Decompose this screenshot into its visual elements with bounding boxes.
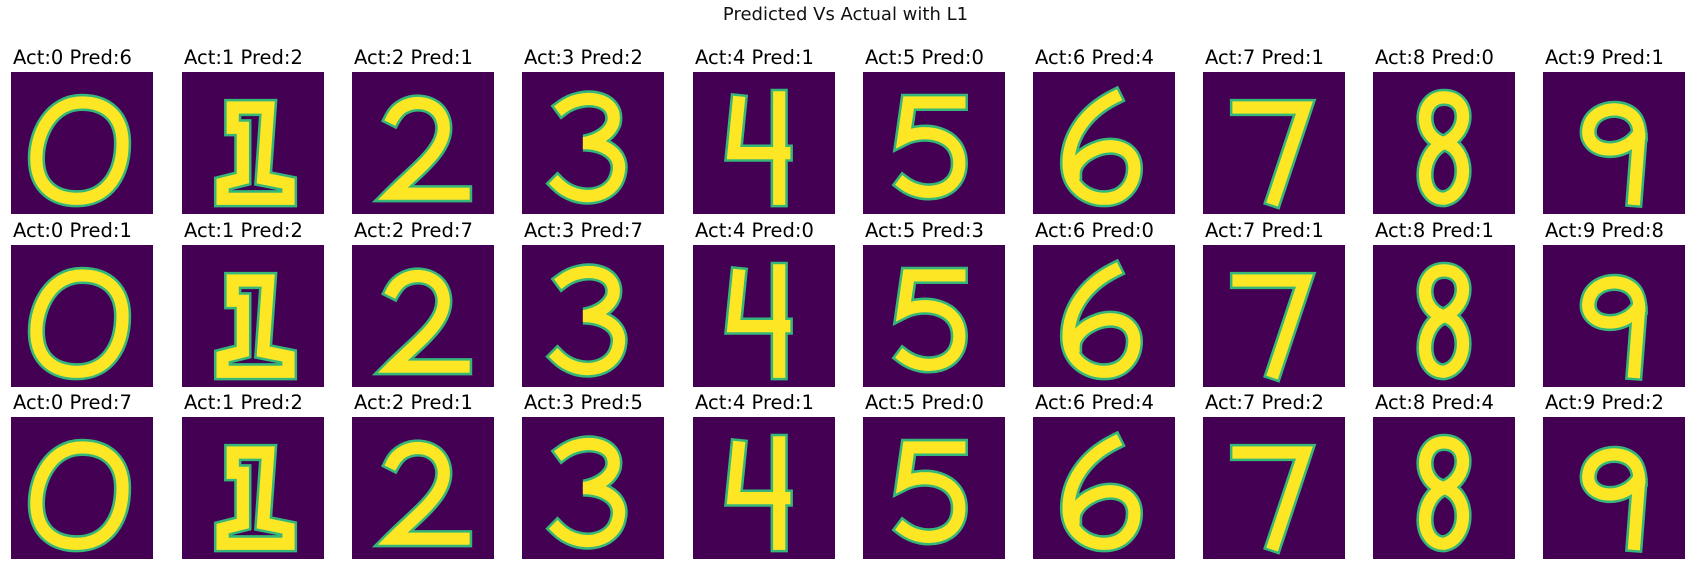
digit-image xyxy=(693,245,835,387)
digit-stroke xyxy=(27,93,132,208)
digit-stroke xyxy=(1579,445,1648,554)
digit-panel: Act:9 Pred:2 xyxy=(1543,391,1685,559)
digit-stroke xyxy=(1229,271,1317,383)
digit-stroke xyxy=(27,266,132,381)
digit-panel: Act:7 Pred:1 xyxy=(1203,219,1345,387)
digit-image xyxy=(693,417,835,559)
digit-panel: Act:1 Pred:2 xyxy=(182,219,324,387)
digit-panel: Act:0 Pred:6 xyxy=(11,46,153,214)
digit-stroke xyxy=(1059,430,1144,553)
digit-stroke xyxy=(27,438,132,553)
panel-title: Act:3 Pred:7 xyxy=(524,219,643,242)
digit-panel: Act:1 Pred:2 xyxy=(182,391,324,559)
digit-panel: Act:6 Pred:4 xyxy=(1033,391,1175,559)
panel-title: Act:3 Pred:5 xyxy=(524,391,643,414)
panel-title: Act:9 Pred:2 xyxy=(1545,391,1664,414)
panel-title: Act:5 Pred:0 xyxy=(865,391,984,414)
panel-title: Act:7 Pred:1 xyxy=(1205,219,1324,242)
panel-title: Act:2 Pred:7 xyxy=(354,219,473,242)
panel-title: Act:0 Pred:1 xyxy=(13,219,132,242)
digit-stroke xyxy=(1416,433,1472,553)
digit-stroke xyxy=(891,438,968,546)
panel-title: Act:6 Pred:0 xyxy=(1035,219,1154,242)
panel-title: Act:5 Pred:3 xyxy=(865,219,984,242)
digit-stroke xyxy=(1229,443,1317,555)
digit-panel: Act:6 Pred:4 xyxy=(1033,46,1175,214)
digit-stroke xyxy=(1579,273,1648,382)
digit-stroke xyxy=(371,94,473,203)
panel-title: Act:4 Pred:1 xyxy=(695,391,814,414)
digit-panel: Act:1 Pred:2 xyxy=(182,46,324,214)
digit-panel: Act:8 Pred:1 xyxy=(1373,219,1515,387)
digit-stroke xyxy=(1416,261,1472,381)
digit-panel: Act:9 Pred:8 xyxy=(1543,219,1685,387)
digit-panel: Act:3 Pred:5 xyxy=(522,391,664,559)
digit-panel: Act:2 Pred:7 xyxy=(352,219,494,387)
panel-title: Act:9 Pred:1 xyxy=(1545,46,1664,69)
panel-title: Act:6 Pred:4 xyxy=(1035,46,1154,69)
panel-title: Act:0 Pred:6 xyxy=(13,46,132,69)
digit-stroke xyxy=(213,98,298,208)
digit-panel: Act:9 Pred:1 xyxy=(1543,46,1685,214)
panel-title: Act:0 Pred:7 xyxy=(13,391,132,414)
panel-title: Act:9 Pred:8 xyxy=(1545,219,1664,242)
digit-stroke xyxy=(213,443,298,553)
digit-image xyxy=(693,72,835,214)
digit-panel: Act:4 Pred:1 xyxy=(693,391,835,559)
panel-title: Act:7 Pred:1 xyxy=(1205,46,1324,69)
digit-panel: Act:4 Pred:0 xyxy=(693,219,835,387)
digit-panel: Act:5 Pred:0 xyxy=(863,46,1005,214)
digit-panel: Act:5 Pred:0 xyxy=(863,391,1005,559)
digit-stroke xyxy=(371,439,473,548)
digit-stroke xyxy=(724,88,793,208)
panel-title: Act:8 Pred:4 xyxy=(1375,391,1494,414)
digit-stroke xyxy=(1416,88,1472,208)
panel-title: Act:1 Pred:2 xyxy=(184,219,303,242)
panel-title: Act:4 Pred:0 xyxy=(695,219,814,242)
digit-panel: Act:3 Pred:7 xyxy=(522,219,664,387)
digit-stroke xyxy=(371,267,473,376)
digit-stroke xyxy=(891,93,968,201)
panel-title: Act:1 Pred:2 xyxy=(184,46,303,69)
digit-stroke xyxy=(1059,258,1144,381)
digit-panel: Act:8 Pred:0 xyxy=(1373,46,1515,214)
digit-panel: Act:4 Pred:1 xyxy=(693,46,835,214)
digit-panel: Act:0 Pred:1 xyxy=(11,219,153,387)
digit-stroke xyxy=(891,266,968,374)
panel-title: Act:6 Pred:4 xyxy=(1035,391,1154,414)
digit-panel: Act:8 Pred:4 xyxy=(1373,391,1515,559)
panel-title: Act:3 Pred:2 xyxy=(524,46,643,69)
panel-title: Act:8 Pred:1 xyxy=(1375,219,1494,242)
panel-title: Act:4 Pred:1 xyxy=(695,46,814,69)
digit-stroke xyxy=(724,433,793,553)
panel-title: Act:1 Pred:2 xyxy=(184,391,303,414)
digit-panel: Act:7 Pred:2 xyxy=(1203,391,1345,559)
digit-stroke xyxy=(1059,85,1144,208)
digit-panel: Act:7 Pred:1 xyxy=(1203,46,1345,214)
digit-panel: Act:2 Pred:1 xyxy=(352,391,494,559)
digit-panel: Act:2 Pred:1 xyxy=(352,46,494,214)
digit-stroke xyxy=(1229,98,1317,210)
digit-panel: Act:0 Pred:7 xyxy=(11,391,153,559)
panel-title: Act:7 Pred:2 xyxy=(1205,391,1324,414)
digit-panel: Act:3 Pred:2 xyxy=(522,46,664,214)
panel-title: Act:5 Pred:0 xyxy=(865,46,984,69)
digit-panel: Act:5 Pred:3 xyxy=(863,219,1005,387)
panel-title: Act:8 Pred:0 xyxy=(1375,46,1494,69)
panel-title: Act:2 Pred:1 xyxy=(354,391,473,414)
figure-title: Predicted Vs Actual with L1 xyxy=(722,4,969,25)
panel-title: Act:2 Pred:1 xyxy=(354,46,473,69)
digit-panel: Act:6 Pred:0 xyxy=(1033,219,1175,387)
digit-stroke xyxy=(213,271,298,381)
digit-stroke xyxy=(1579,100,1648,209)
digit-stroke xyxy=(724,261,793,381)
